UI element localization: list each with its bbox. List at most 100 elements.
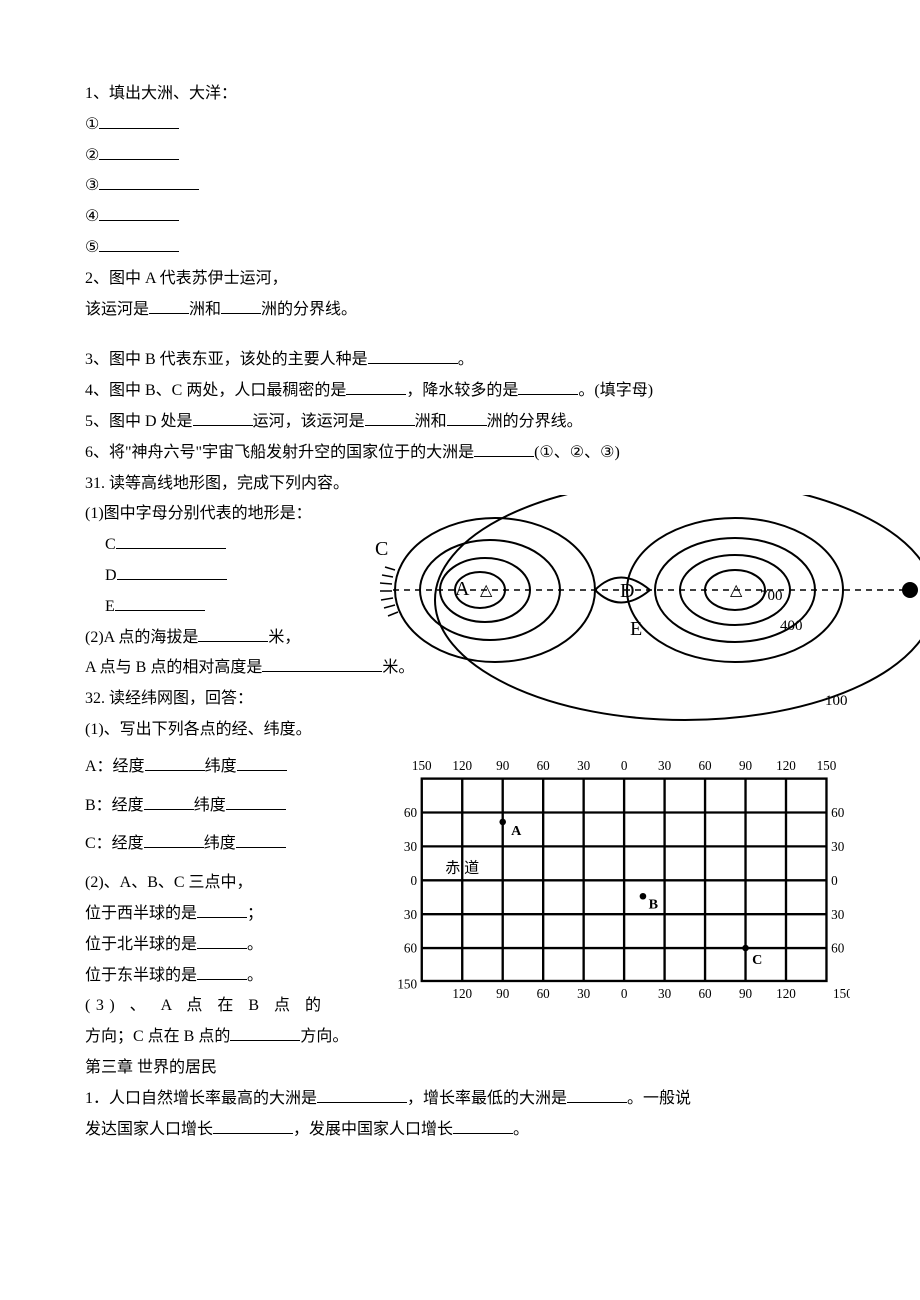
q5-text-d: 洲的分界线。 [487,413,583,430]
q2-blank-2[interactable] [221,298,261,314]
q32-semi: ； [247,905,263,922]
q2-text-c: 洲的分界线。 [261,301,357,318]
svg-text:30: 30 [404,907,418,922]
contour-val-400: 400 [780,618,803,634]
svg-text:120: 120 [776,758,796,773]
q32-b-lng: B：经度 [85,797,144,814]
q4-text-a: 4、图中 B、C 两处，人口最稠密的是 [85,382,346,399]
q5-blank-3[interactable] [447,410,487,426]
q32-b-lat: 纬度 [194,797,226,814]
ch3-q1-blank3[interactable] [213,1118,293,1134]
q4-text-c: 。(填字母) [578,382,653,399]
q31-sub2-a: (2)A 点的海拔是 [85,629,198,646]
q31-e-label: E [105,598,115,615]
q5-line: 5、图中 D 处是运河，该运河是洲和洲的分界线。 [85,408,850,437]
q4-blank-2[interactable] [518,379,578,395]
q2-blank-1[interactable] [149,298,189,314]
q32-north-text: 位于北半球的是 [85,936,197,953]
q31-e-blank[interactable] [115,595,205,611]
q1-blank-1[interactable] [99,113,179,129]
q1-num-1: ① [85,116,99,133]
svg-text:60: 60 [831,805,845,820]
contour-val-700: 700 [760,588,783,604]
q31-e-line: E [85,593,345,622]
q32-c-lng: C：经度 [85,835,144,852]
q31-sub2-c: A 点与 B 点的相对高度是 [85,659,262,676]
svg-text:150: 150 [833,986,850,1001]
q31-c-blank[interactable] [116,533,226,549]
q32-c-lng-blank[interactable] [144,832,204,848]
svg-text:150: 150 [412,758,432,773]
svg-text:60: 60 [698,758,712,773]
ch3-q1-f: 。 [513,1121,529,1138]
ch3-q1-blank2[interactable] [567,1087,627,1103]
contour-map: C A △ D E △ B 700 400 100 [365,495,920,735]
q3-line: 3、图中 B 代表东亚，该处的主要人种是。 [85,346,850,375]
svg-text:60: 60 [537,758,551,773]
svg-text:60: 60 [698,986,712,1001]
svg-text:0: 0 [831,873,838,888]
q31-c-line: C [85,531,345,560]
q1-blank-4[interactable] [99,205,179,221]
q3-text-b: 。 [458,351,474,368]
q32-a-lng-blank[interactable] [145,755,205,771]
q32-west-blank[interactable] [197,902,247,918]
q1-num-3: ③ [85,177,99,194]
q32-sub3-line2: 方向；C 点在 B 点的方向。 [85,1023,850,1052]
ch3-q1-b: ，增长率最低的大洲是 [407,1090,567,1107]
svg-text:150: 150 [817,758,837,773]
q1-item-4: ④ [85,203,850,232]
q31-d-label: D [105,567,117,584]
q32-sub3-blank[interactable] [230,1025,300,1041]
q1-blank-3[interactable] [99,174,199,190]
q32-east-blank[interactable] [197,964,247,980]
q1-blank-2[interactable] [99,144,179,160]
q2-line1: 2、图中 A 代表苏伊士运河， [85,265,850,294]
q5-blank-1[interactable] [193,410,253,426]
q31-sub2-blank1[interactable] [198,626,268,642]
q32-c-lat-blank[interactable] [236,832,286,848]
q32-b-lng-blank[interactable] [144,794,194,810]
q31-c-label: C [105,536,116,553]
q1-blank-5[interactable] [99,236,179,252]
svg-text:30: 30 [658,758,672,773]
contour-triangle-right: △ [730,582,743,599]
svg-text:60: 60 [537,986,551,1001]
contour-c-label: C [375,538,388,560]
svg-text:0: 0 [410,873,417,888]
q32-west-text: 位于西半球的是 [85,905,197,922]
grid-point-c [742,944,749,951]
q32-sub2: (2)、A、B、C 三点中， [85,869,350,898]
q3-blank[interactable] [368,348,458,364]
svg-text:90: 90 [496,758,510,773]
contour-d-label: D [620,580,634,602]
q1-item-3: ③ [85,172,850,201]
q32-period-2: 。 [247,967,263,984]
q6-line: 6、将"神舟六号"宇宙飞船发射升空的国家位于的大洲是(①、②、③) [85,439,850,468]
q32-period-1: 。 [247,936,263,953]
svg-text:60: 60 [831,940,845,955]
q32-pointB: B：经度 纬度 [85,792,350,821]
svg-text:90: 90 [496,986,510,1001]
q6-blank[interactable] [474,441,534,457]
q32-pointA: A：经度纬度 [85,753,350,782]
q32-c-lat: 纬度 [204,835,236,852]
grid-point-a-label: A [511,823,522,839]
q1-item-5: ⑤ [85,234,850,263]
q32-b-lat-blank[interactable] [226,794,286,810]
q31-sub2-b: 米， [268,629,300,646]
svg-text:120: 120 [452,986,472,1001]
q5-blank-2[interactable] [365,410,415,426]
q31-d-blank[interactable] [117,564,227,580]
q32-a-lat: 纬度 [205,758,237,775]
q32-a-lat-blank[interactable] [237,755,287,771]
ch3-q1-blank1[interactable] [317,1087,407,1103]
q2-text-b: 洲和 [189,301,221,318]
q1-num-5: ⑤ [85,239,99,256]
q1-prompt: 1、填出大洲、大洋： [85,80,850,109]
q32-north-blank[interactable] [197,933,247,949]
ch3-q1-blank4[interactable] [453,1118,513,1134]
q4-blank-1[interactable] [346,379,406,395]
svg-text:30: 30 [404,839,418,854]
q32-sub3-c: 方向。 [300,1028,348,1045]
